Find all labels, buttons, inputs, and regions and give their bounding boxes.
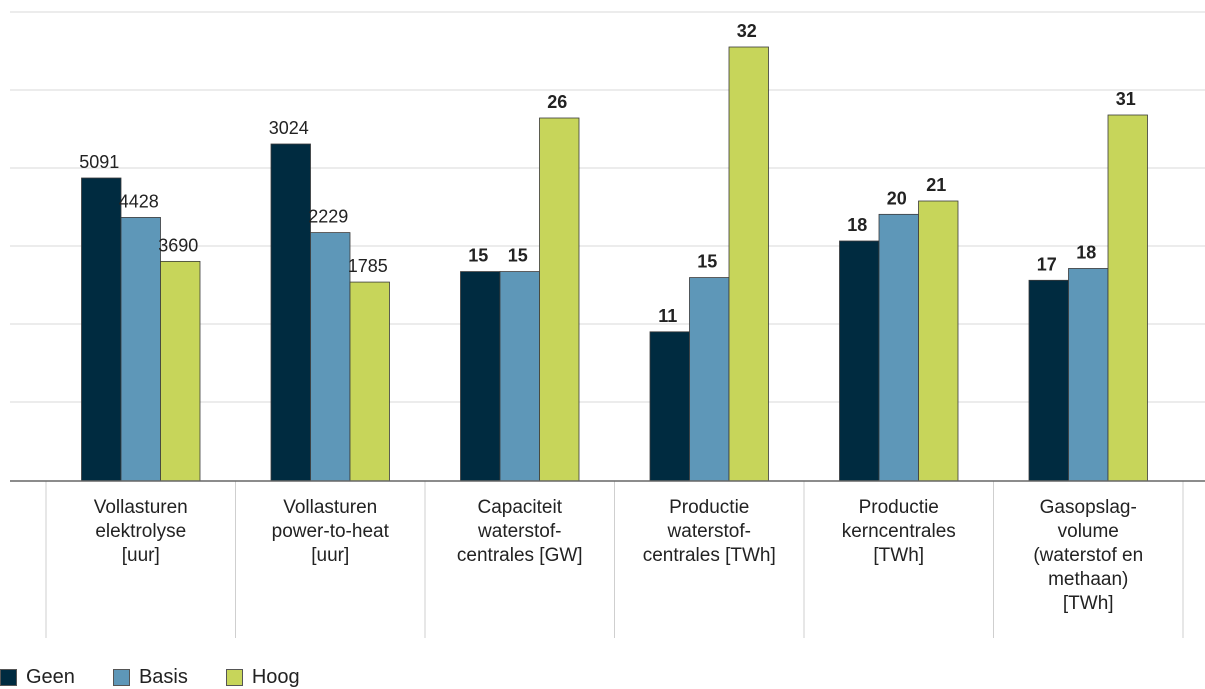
- category-label-line: Productie: [669, 497, 750, 518]
- bar-hoog-4: [728, 46, 769, 482]
- category-label-line: Capaciteit: [477, 497, 563, 518]
- category-label-line: centrales [GW]: [456, 545, 583, 566]
- legend: Geen Basis Hoog: [0, 665, 338, 689]
- data-label-basis-5: 20: [887, 188, 907, 208]
- data-label-geen-1: 5091: [79, 152, 119, 172]
- bar-geen-3: [460, 271, 501, 482]
- legend-label-geen: Geen: [26, 665, 75, 688]
- bar-hoog-2: [349, 281, 390, 482]
- category-label-line: Vollasturen: [93, 497, 188, 518]
- bar-basis-2: [310, 232, 351, 482]
- category-label-line: [TWh]: [1062, 593, 1114, 614]
- category-label-6: Gasopslag-volume (waterstof en methaan) [TW…: [998, 496, 1178, 616]
- legend-item-basis: Basis: [112, 665, 188, 689]
- legend-item-hoog: Hoog: [225, 665, 300, 689]
- data-label-hoog-4: 32: [737, 21, 757, 41]
- bar-geen-2: [270, 143, 311, 482]
- category-label-line: [uur]: [121, 545, 160, 566]
- category-label-line: Productie: [858, 497, 939, 518]
- data-label-geen-3: 15: [468, 246, 488, 266]
- data-label-basis-2: 2229: [308, 207, 348, 227]
- category-label-line: elektrolyse: [95, 521, 187, 542]
- data-label-basis-3: 15: [508, 246, 528, 266]
- category-separators: [45, 481, 1184, 638]
- bar-geen-4: [649, 331, 690, 482]
- bar-hoog-6: [1107, 114, 1148, 482]
- bar-basis-5: [878, 213, 919, 482]
- category-label-2: Vollasturen power-to-heat [uur]: [240, 496, 420, 568]
- bar-hoog-1: [160, 260, 201, 482]
- category-label-line: [uur]: [311, 545, 350, 566]
- category-label-1: Vollasturen elektrolyse [uur]: [51, 496, 231, 568]
- category-label-5: Productie kerncentrales [TWh]: [809, 496, 989, 568]
- bar-basis-6: [1068, 268, 1109, 482]
- legend-label-basis: Basis: [138, 665, 188, 688]
- category-label-line: (waterstof en: [1033, 545, 1144, 566]
- category-label-line: Gasopslag-: [1039, 497, 1137, 518]
- category-label-line: kerncentrales: [841, 521, 956, 542]
- category-label-line: methaan): [1048, 569, 1129, 590]
- bar-geen-5: [839, 240, 880, 482]
- category-label-line: waterstof-: [478, 521, 562, 542]
- data-label-basis-1: 4428: [119, 191, 159, 211]
- bar-basis-4: [689, 277, 730, 482]
- bar-geen-6: [1028, 279, 1069, 482]
- category-label-line: volume: [1057, 521, 1119, 542]
- bar-basis-3: [499, 271, 540, 482]
- category-label-line: waterstof-: [667, 521, 751, 542]
- data-label-basis-6: 18: [1076, 242, 1096, 262]
- data-label-basis-4: 15: [697, 252, 717, 272]
- data-label-geen-6: 17: [1037, 254, 1057, 274]
- gridlines: [10, 11, 1205, 403]
- data-label-hoog-6: 31: [1116, 89, 1136, 109]
- legend-swatch-geen: [0, 668, 17, 686]
- category-label-line: [TWh]: [873, 545, 925, 566]
- legend-swatch-hoog: [225, 668, 243, 686]
- bar-hoog-5: [918, 200, 959, 482]
- legend-swatch-basis: [112, 668, 130, 686]
- category-label-4: Productie waterstof-centrales [TWh]: [619, 496, 799, 568]
- bar-hoog-3: [539, 117, 580, 482]
- data-label-geen-4: 11: [658, 306, 677, 326]
- category-label-line: Vollasturen: [283, 497, 378, 518]
- data-label-hoog-5: 21: [926, 175, 946, 195]
- category-label-line: power-to-heat: [271, 521, 389, 542]
- bar-geen-1: [81, 177, 122, 482]
- category-label-line: centrales [TWh]: [642, 545, 776, 566]
- data-label-hoog-1: 3690: [158, 235, 198, 255]
- category-label-3: Capaciteit waterstof-centrales [GW]: [430, 496, 610, 568]
- data-label-hoog-3: 26: [547, 92, 567, 112]
- legend-label-hoog: Hoog: [251, 665, 300, 688]
- data-label-geen-2: 3024: [269, 118, 309, 138]
- legend-item-geen: Geen: [0, 666, 75, 689]
- bars: [81, 46, 1148, 482]
- data-label-geen-5: 18: [847, 215, 867, 235]
- data-label-hoog-2: 1785: [348, 256, 388, 276]
- bar-basis-1: [120, 217, 161, 482]
